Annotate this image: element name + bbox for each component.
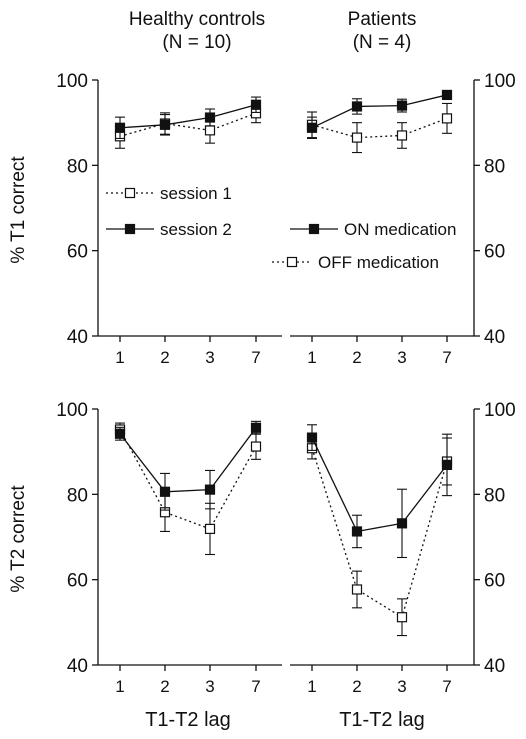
y-axis-title-row1: % T1 correct: [8, 156, 29, 264]
data-point: [250, 441, 262, 452]
x-tick-label: 3: [205, 677, 214, 696]
y-axis-title-row2: % T2 correct: [8, 485, 29, 593]
x-tick-label: 7: [442, 677, 451, 696]
x-tick-label: 7: [442, 348, 451, 367]
data-point: [351, 101, 363, 112]
data-point: [351, 584, 363, 595]
y-tick-label-right: 40: [484, 327, 505, 348]
series-line: [119, 429, 257, 530]
legend-label: OFF medication: [318, 253, 439, 272]
y-tick-label-right: 80: [484, 156, 505, 177]
series-on-medication: [306, 424, 453, 559]
data-point: [114, 428, 126, 439]
legend-marker: [308, 223, 320, 235]
data-point: [396, 518, 408, 529]
legend-marker: [124, 223, 136, 235]
legend-session-1: session 1: [106, 184, 232, 203]
legend-marker: [124, 187, 136, 199]
data-point: [441, 89, 453, 101]
data-point: [204, 112, 216, 123]
group-title-patients: Patients (N = 4): [272, 8, 492, 54]
data-point: [204, 484, 216, 495]
y-tick-label-left: 100: [56, 71, 88, 92]
data-point: [250, 422, 262, 433]
series-line: [119, 104, 257, 129]
series-off-medication: [306, 102, 453, 154]
series-on-medication: [306, 89, 453, 140]
y-tick-label-right: 60: [484, 571, 505, 592]
series-line: [119, 112, 257, 137]
x-tick-label: 7: [251, 677, 260, 696]
legend-label: session 1: [160, 184, 232, 203]
data-point: [441, 459, 453, 470]
group-title-controls: Healthy controls (N = 10): [87, 8, 307, 54]
y-tick-label-left: 60: [67, 571, 88, 592]
series-line: [311, 448, 448, 619]
x-tick-label: 3: [397, 348, 406, 367]
series-session-1: [114, 103, 262, 149]
data-point: [351, 132, 363, 143]
y-tick-label-right: 100: [484, 71, 516, 92]
data-point: [396, 612, 408, 623]
series-line: [311, 117, 448, 139]
group-n-patients: (N = 4): [352, 32, 412, 53]
series-session-2: [114, 96, 262, 140]
group-name-patients: Patients: [347, 9, 417, 30]
series-session-1: [114, 422, 262, 556]
x-tick-label: 2: [352, 348, 361, 367]
data-point: [204, 125, 216, 136]
x-axis-title-controls: T1-T2 lag: [145, 709, 231, 731]
data-point: [306, 432, 318, 443]
y-tick-label-right: 80: [484, 485, 505, 506]
data-point: [306, 122, 318, 133]
data-point: [441, 113, 453, 124]
data-point: [204, 523, 216, 534]
data-point: [250, 99, 262, 110]
data-point: [159, 119, 171, 130]
y-tick-label-left: 40: [67, 656, 88, 677]
x-tick-label: 1: [115, 677, 124, 696]
x-tick-label: 1: [307, 348, 316, 367]
y-tick-label-left: 80: [67, 485, 88, 506]
x-tick-label: 7: [251, 348, 260, 367]
data-point: [114, 122, 126, 133]
y-tick-label-left: 100: [56, 400, 88, 421]
legend-label: ON medication: [344, 220, 456, 239]
x-tick-label: 2: [160, 677, 169, 696]
x-tick-label: 1: [307, 677, 316, 696]
x-tick-label: 2: [352, 677, 361, 696]
legend-session-2: session 2: [106, 220, 232, 239]
x-tick-label: 3: [397, 677, 406, 696]
legend-label: session 2: [160, 220, 232, 239]
data-point: [159, 486, 171, 497]
legend-marker: [286, 256, 298, 268]
series-off-medication: [306, 437, 453, 637]
data-point: [396, 130, 408, 141]
series-session-2: [114, 420, 262, 511]
legend-on-medication: ON medication: [290, 220, 456, 239]
y-tick-label-right: 40: [484, 656, 505, 677]
x-axis-title-patients: T1-T2 lag: [339, 709, 425, 731]
group-n-controls: (N = 10): [162, 32, 232, 53]
y-tick-label-right: 60: [484, 242, 505, 263]
y-tick-label-left: 40: [67, 327, 88, 348]
data-point: [351, 526, 363, 537]
legend-off-medication: OFF medication: [272, 253, 439, 272]
y-tick-label-left: 60: [67, 242, 88, 263]
y-tick-label-left: 80: [67, 156, 88, 177]
y-tick-label-right: 100: [484, 400, 516, 421]
x-tick-label: 1: [115, 348, 124, 367]
series-line: [311, 94, 448, 129]
group-name-controls: Healthy controls: [128, 9, 266, 30]
series-line: [311, 437, 448, 533]
data-point: [396, 100, 408, 111]
x-tick-label: 3: [205, 348, 214, 367]
x-tick-label: 2: [160, 348, 169, 367]
series-line: [119, 427, 257, 493]
